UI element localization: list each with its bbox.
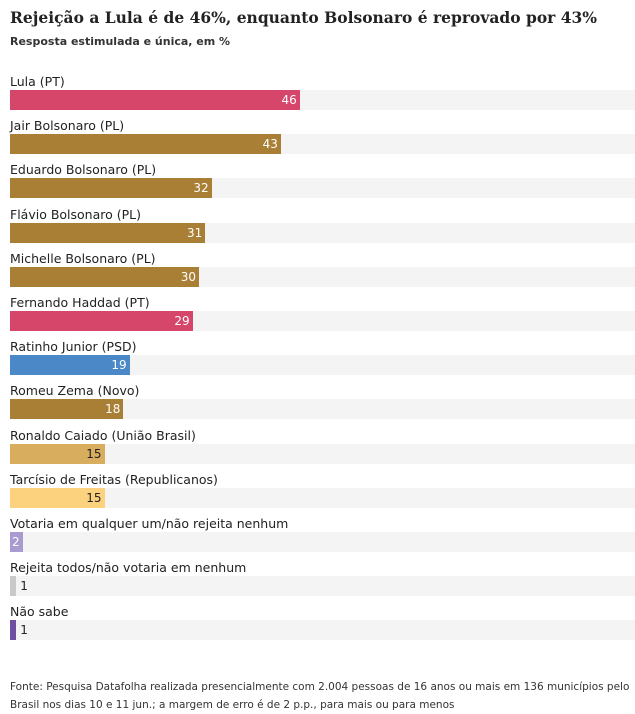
- bar-track: 2: [10, 532, 635, 552]
- bar: [10, 576, 17, 597]
- bar-track: 15: [10, 487, 635, 508]
- bar-track: 46: [10, 90, 635, 110]
- chart-subtitle: Resposta estimulada e única, em %: [10, 35, 231, 48]
- category-label: Eduardo Bolsonaro (PL): [10, 162, 157, 178]
- category-label: Rejeita todos/não votaria em nenhum: [10, 560, 247, 576]
- value-label: 1: [20, 579, 28, 594]
- category-label: Jair Bolsonaro (PL): [10, 118, 125, 134]
- bar-track: 43: [10, 134, 635, 155]
- bar: [10, 222, 206, 243]
- bar-row: Eduardo Bolsonaro (PL) 32: [10, 162, 635, 206]
- bar: [10, 532, 23, 552]
- value-label: 1: [20, 623, 28, 638]
- bar-track: 19: [10, 355, 635, 376]
- bar-row: Fernando Haddad (PT) 29: [10, 295, 635, 339]
- bar: [10, 266, 199, 287]
- bar-row: Tarcísio de Freitas (Republicanos) 15: [10, 472, 635, 516]
- category-label: Ronaldo Caiado (União Brasil): [10, 427, 196, 443]
- value-label: 15: [86, 446, 102, 461]
- bar: [10, 134, 281, 155]
- bar-track: 1: [10, 576, 635, 597]
- bar: [10, 399, 124, 420]
- value-label: 29: [174, 314, 190, 328]
- category-label: Lula (PT): [10, 74, 65, 89]
- bar-row: Lula (PT) 46: [10, 74, 635, 118]
- bar-row: Ronaldo Caiado (União Brasil) 15: [10, 428, 635, 472]
- category-label: Ratinho Junior (PSD): [10, 339, 137, 355]
- bar: [10, 443, 105, 464]
- value-label: 18: [105, 402, 121, 417]
- bar-row: Não sabe 1: [10, 604, 635, 648]
- bar-track: 31: [10, 222, 635, 243]
- value-label: 19: [111, 358, 127, 373]
- category-label: Michelle Bolsonaro (PL): [10, 250, 156, 266]
- bar-track: 30: [10, 266, 635, 287]
- bar: [10, 487, 105, 508]
- bar-row: Romeu Zema (Novo) 18: [10, 383, 635, 427]
- value-label: 30: [180, 269, 196, 284]
- bar: [10, 355, 130, 376]
- bar: [10, 178, 212, 199]
- category-label: Flávio Bolsonaro (PL): [10, 206, 141, 222]
- value-label: 15: [86, 490, 102, 505]
- category-label: Fernando Haddad (PT): [10, 295, 150, 310]
- value-label: 46: [281, 93, 297, 107]
- bar-track: 15: [10, 443, 635, 464]
- bar-row: Michelle Bolsonaro (PL) 30: [10, 251, 635, 295]
- value-label: 2: [12, 535, 20, 549]
- bar-row: Rejeita todos/não votaria em nenhum 1: [10, 560, 635, 604]
- chart-title: Rejeição a Lula é de 46%, enquanto Bolso…: [10, 8, 598, 27]
- bar: [10, 620, 17, 641]
- value-label: 31: [187, 225, 203, 240]
- bar-track: 1: [10, 620, 635, 641]
- value-label: 32: [193, 181, 209, 196]
- bar-track: 18: [10, 399, 635, 420]
- bar-row: Ratinho Junior (PSD) 19: [10, 339, 635, 383]
- bar: [10, 311, 193, 331]
- category-label: Votaria em qualquer um/não rejeita nenhu…: [10, 516, 289, 531]
- bar-row: Flávio Bolsonaro (PL) 31: [10, 207, 635, 251]
- bar-row: Jair Bolsonaro (PL) 43: [10, 118, 635, 162]
- source-note: Fonte: Pesquisa Datafolha realizada pres…: [10, 681, 630, 711]
- value-label: 43: [262, 137, 278, 152]
- bar: [10, 90, 300, 110]
- bar-row: Votaria em qualquer um/não rejeita nenhu…: [10, 516, 635, 560]
- bar-track: 32: [10, 178, 635, 199]
- bar-track: 29: [10, 311, 635, 331]
- category-label: Tarcísio de Freitas (Republicanos): [10, 471, 218, 487]
- category-label: Romeu Zema (Novo): [10, 383, 140, 399]
- category-label: Não sabe: [10, 604, 69, 620]
